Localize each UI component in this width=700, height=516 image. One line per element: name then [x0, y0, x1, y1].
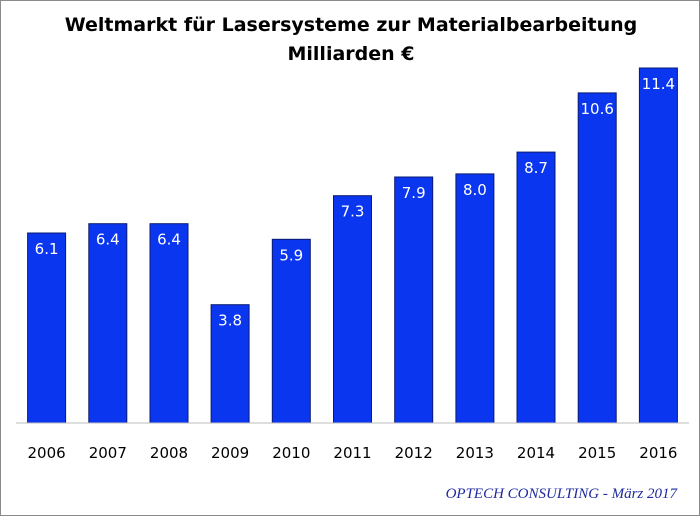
- bar-2012: [394, 176, 434, 424]
- bar-2006: [27, 232, 67, 424]
- data-label-2010: 5.9: [279, 246, 303, 264]
- data-label-2013: 8.0: [463, 181, 487, 199]
- data-label-2009: 3.8: [218, 312, 242, 330]
- bar-2008: [149, 223, 189, 424]
- x-tick-label-2007: 2007: [89, 444, 127, 462]
- data-label-2008: 6.4: [157, 231, 181, 249]
- data-label-2015: 10.6: [580, 100, 613, 118]
- x-tick-label-2012: 2012: [395, 444, 433, 462]
- x-tick-label-2015: 2015: [578, 444, 616, 462]
- bars-layer: [27, 67, 678, 424]
- x-tick-label-2013: 2013: [456, 444, 494, 462]
- x-tick-label-2014: 2014: [517, 444, 555, 462]
- data-labels-layer: 6.1 6.4 6.4 3.8 5.9 7.3 7.9 8.0 8.7 10.6 11.4: [35, 75, 675, 330]
- bar-2010: [271, 238, 311, 424]
- x-tick-labels-layer: 2006 2007 2008 2009 2010 2011 2012 2013 2014 2015…: [28, 444, 678, 462]
- data-label-2007: 6.4: [96, 231, 120, 249]
- chart-title-block: Weltmarkt für Lasersysteme zur Materialb…: [1, 11, 700, 69]
- bar-2007: [88, 223, 128, 424]
- x-tick-label-2006: 2006: [28, 444, 66, 462]
- bar-2015: [577, 92, 617, 424]
- chart-title: Weltmarkt für Lasersysteme zur Materialb…: [64, 14, 638, 36]
- bar-2011: [333, 195, 372, 424]
- data-label-2011: 7.3: [341, 203, 365, 221]
- bar-2013: [455, 173, 495, 424]
- bar-2014: [516, 151, 556, 424]
- bar-2016: [638, 67, 678, 424]
- x-tick-label-2008: 2008: [150, 444, 188, 462]
- data-label-2012: 7.9: [402, 184, 426, 202]
- data-label-2006: 6.1: [35, 240, 59, 258]
- x-tick-label-2009: 2009: [211, 444, 249, 462]
- bar-2009: [210, 304, 250, 424]
- chart-subtitle: Milliarden €: [287, 43, 415, 65]
- data-label-2014: 8.7: [524, 159, 548, 177]
- x-tick-label-2016: 2016: [639, 444, 677, 462]
- x-tick-label-2010: 2010: [272, 444, 310, 462]
- data-label-2016: 11.4: [642, 75, 675, 93]
- source-note: OPTECH CONSULTING - März 2017: [445, 486, 677, 502]
- x-tick-label-2011: 2011: [333, 444, 371, 462]
